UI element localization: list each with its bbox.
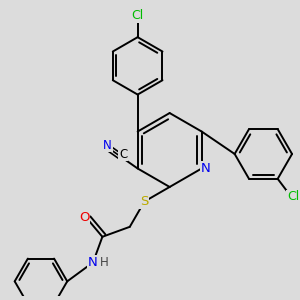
Text: N: N — [103, 139, 112, 152]
Text: Cl: Cl — [287, 190, 299, 203]
Text: Cl: Cl — [131, 9, 144, 22]
Text: N: N — [88, 256, 98, 269]
Text: S: S — [140, 195, 148, 208]
Text: C: C — [119, 148, 127, 161]
Text: O: O — [79, 212, 90, 224]
Text: N: N — [201, 162, 210, 175]
Text: H: H — [100, 256, 109, 269]
